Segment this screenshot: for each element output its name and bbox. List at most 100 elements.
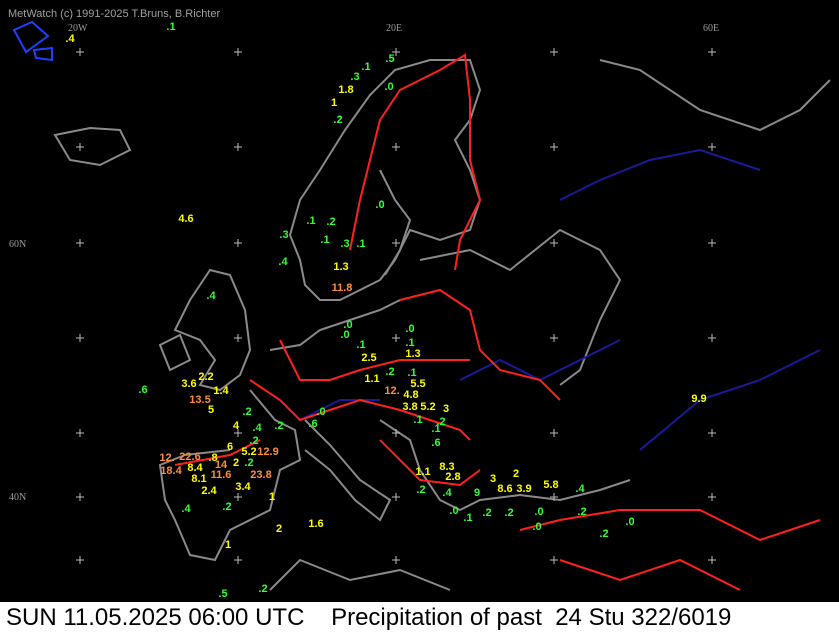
station-value: 12.9 [257, 446, 278, 458]
station-value: 2 [276, 523, 282, 535]
station-value: 22.6 [179, 451, 200, 463]
station-value: .0 [384, 81, 393, 93]
graticule-cross [234, 48, 242, 56]
graticule-cross [550, 239, 558, 247]
station-value: .4 [65, 33, 75, 45]
grid-label: 40N [9, 492, 26, 503]
station-value: .0 [534, 506, 543, 518]
station-value: 4.8 [403, 389, 418, 401]
footer: SUN 11.05.2025 06:00 UTC Precipitation o… [0, 602, 839, 634]
station-value: .1 [407, 367, 416, 379]
station-value: .3 [340, 238, 349, 250]
station-value: 4 [233, 420, 240, 432]
station-value: .2 [599, 528, 608, 540]
station-value: .2 [333, 114, 342, 126]
station-value: .4 [575, 483, 585, 495]
station-value: .1 [320, 234, 329, 246]
station-value: .5 [385, 53, 394, 65]
station-value: 8.6 [497, 483, 512, 495]
station-value: 1.4 [213, 385, 229, 397]
graticule-cross [392, 429, 400, 437]
station-value: 1.8 [338, 84, 353, 96]
footer-title: Precipitation of past 24 Stu 322/6019 [331, 604, 732, 631]
station-value: 1 [331, 97, 337, 109]
graticule-cross [76, 48, 84, 56]
grid-label: 60N [9, 239, 26, 250]
station-value: 11.6 [211, 469, 232, 481]
station-value: .1 [356, 238, 365, 250]
graticule-cross [550, 493, 558, 501]
graticule-cross [550, 334, 558, 342]
graticule-cross [76, 334, 84, 342]
graticule-cross [392, 334, 400, 342]
station-value: .4 [442, 487, 452, 499]
station-value: .0 [340, 329, 349, 341]
station-value: .3 [279, 229, 288, 241]
station-value: .4 [181, 503, 191, 515]
graticule-cross [708, 493, 716, 501]
station-value: 13.5 [189, 394, 210, 406]
graticule-cross [550, 48, 558, 56]
graticule-cross [76, 239, 84, 247]
station-value: 23.8 [250, 469, 271, 481]
station-value: .2 [274, 420, 283, 432]
station-value: 3.8 [402, 401, 417, 413]
station-value: .0 [343, 319, 352, 331]
graticule-cross [392, 239, 400, 247]
graticule-cross [392, 493, 400, 501]
station-value: 1.3 [405, 348, 420, 360]
station-value: 18.4 [160, 465, 182, 477]
station-value: 1 [225, 539, 231, 551]
graticule-cross [708, 239, 716, 247]
station-value: .1 [166, 21, 175, 33]
station-value: 3.6 [181, 378, 196, 390]
station-value: .8 [208, 452, 217, 464]
station-value: 6 [227, 441, 233, 453]
station-value: 1.1 [415, 466, 430, 478]
graticule-cross [708, 334, 716, 342]
station-value: .2 [436, 416, 445, 428]
logo [12, 20, 53, 62]
station-value: 9.9 [691, 393, 706, 405]
station-value: .2 [326, 216, 335, 228]
station-value: 4.6 [178, 213, 193, 225]
station-value: 12. [384, 385, 399, 397]
station-value: 3 [490, 473, 496, 485]
grid-label: 20W [68, 23, 88, 34]
credit: MetWatch (c) 1991-2025 T.Bruns, B.Richte… [8, 8, 220, 20]
graticule-cross [550, 143, 558, 151]
graticule-cross [76, 143, 84, 151]
station-value: .0 [375, 199, 384, 211]
station-value: 2.5 [361, 352, 376, 364]
graticule-cross [76, 493, 84, 501]
station-value: 8.3 [439, 461, 454, 473]
graticule-cross [708, 143, 716, 151]
graticule-cross [234, 429, 242, 437]
station-value: 8.4 [187, 462, 203, 474]
station-value: .2 [249, 435, 258, 447]
station-value: .4 [278, 256, 288, 268]
graticule-cross [234, 493, 242, 501]
station-value: .1 [361, 61, 370, 73]
graticule [76, 48, 716, 564]
station-value: .0 [532, 521, 541, 533]
station-value: .6 [431, 437, 440, 449]
station-value: .2 [385, 366, 394, 378]
grid-label: 20E [386, 23, 402, 34]
borders [174, 53, 821, 591]
station-value: 2 [513, 468, 519, 480]
station-value: 3 [443, 403, 449, 415]
station-value: .2 [482, 507, 491, 519]
station-value: 11.8 [332, 282, 353, 294]
graticule-cross [708, 556, 716, 564]
graticule-cross [234, 239, 242, 247]
station-value: .2 [577, 506, 586, 518]
graticule-cross [550, 556, 558, 564]
graticule-cross [392, 143, 400, 151]
station-value: .1 [431, 423, 440, 435]
station-value: .1 [356, 339, 365, 351]
station-value: .2 [242, 406, 251, 418]
grid-label: 60E [703, 23, 719, 34]
station-value: 1 [269, 491, 275, 503]
